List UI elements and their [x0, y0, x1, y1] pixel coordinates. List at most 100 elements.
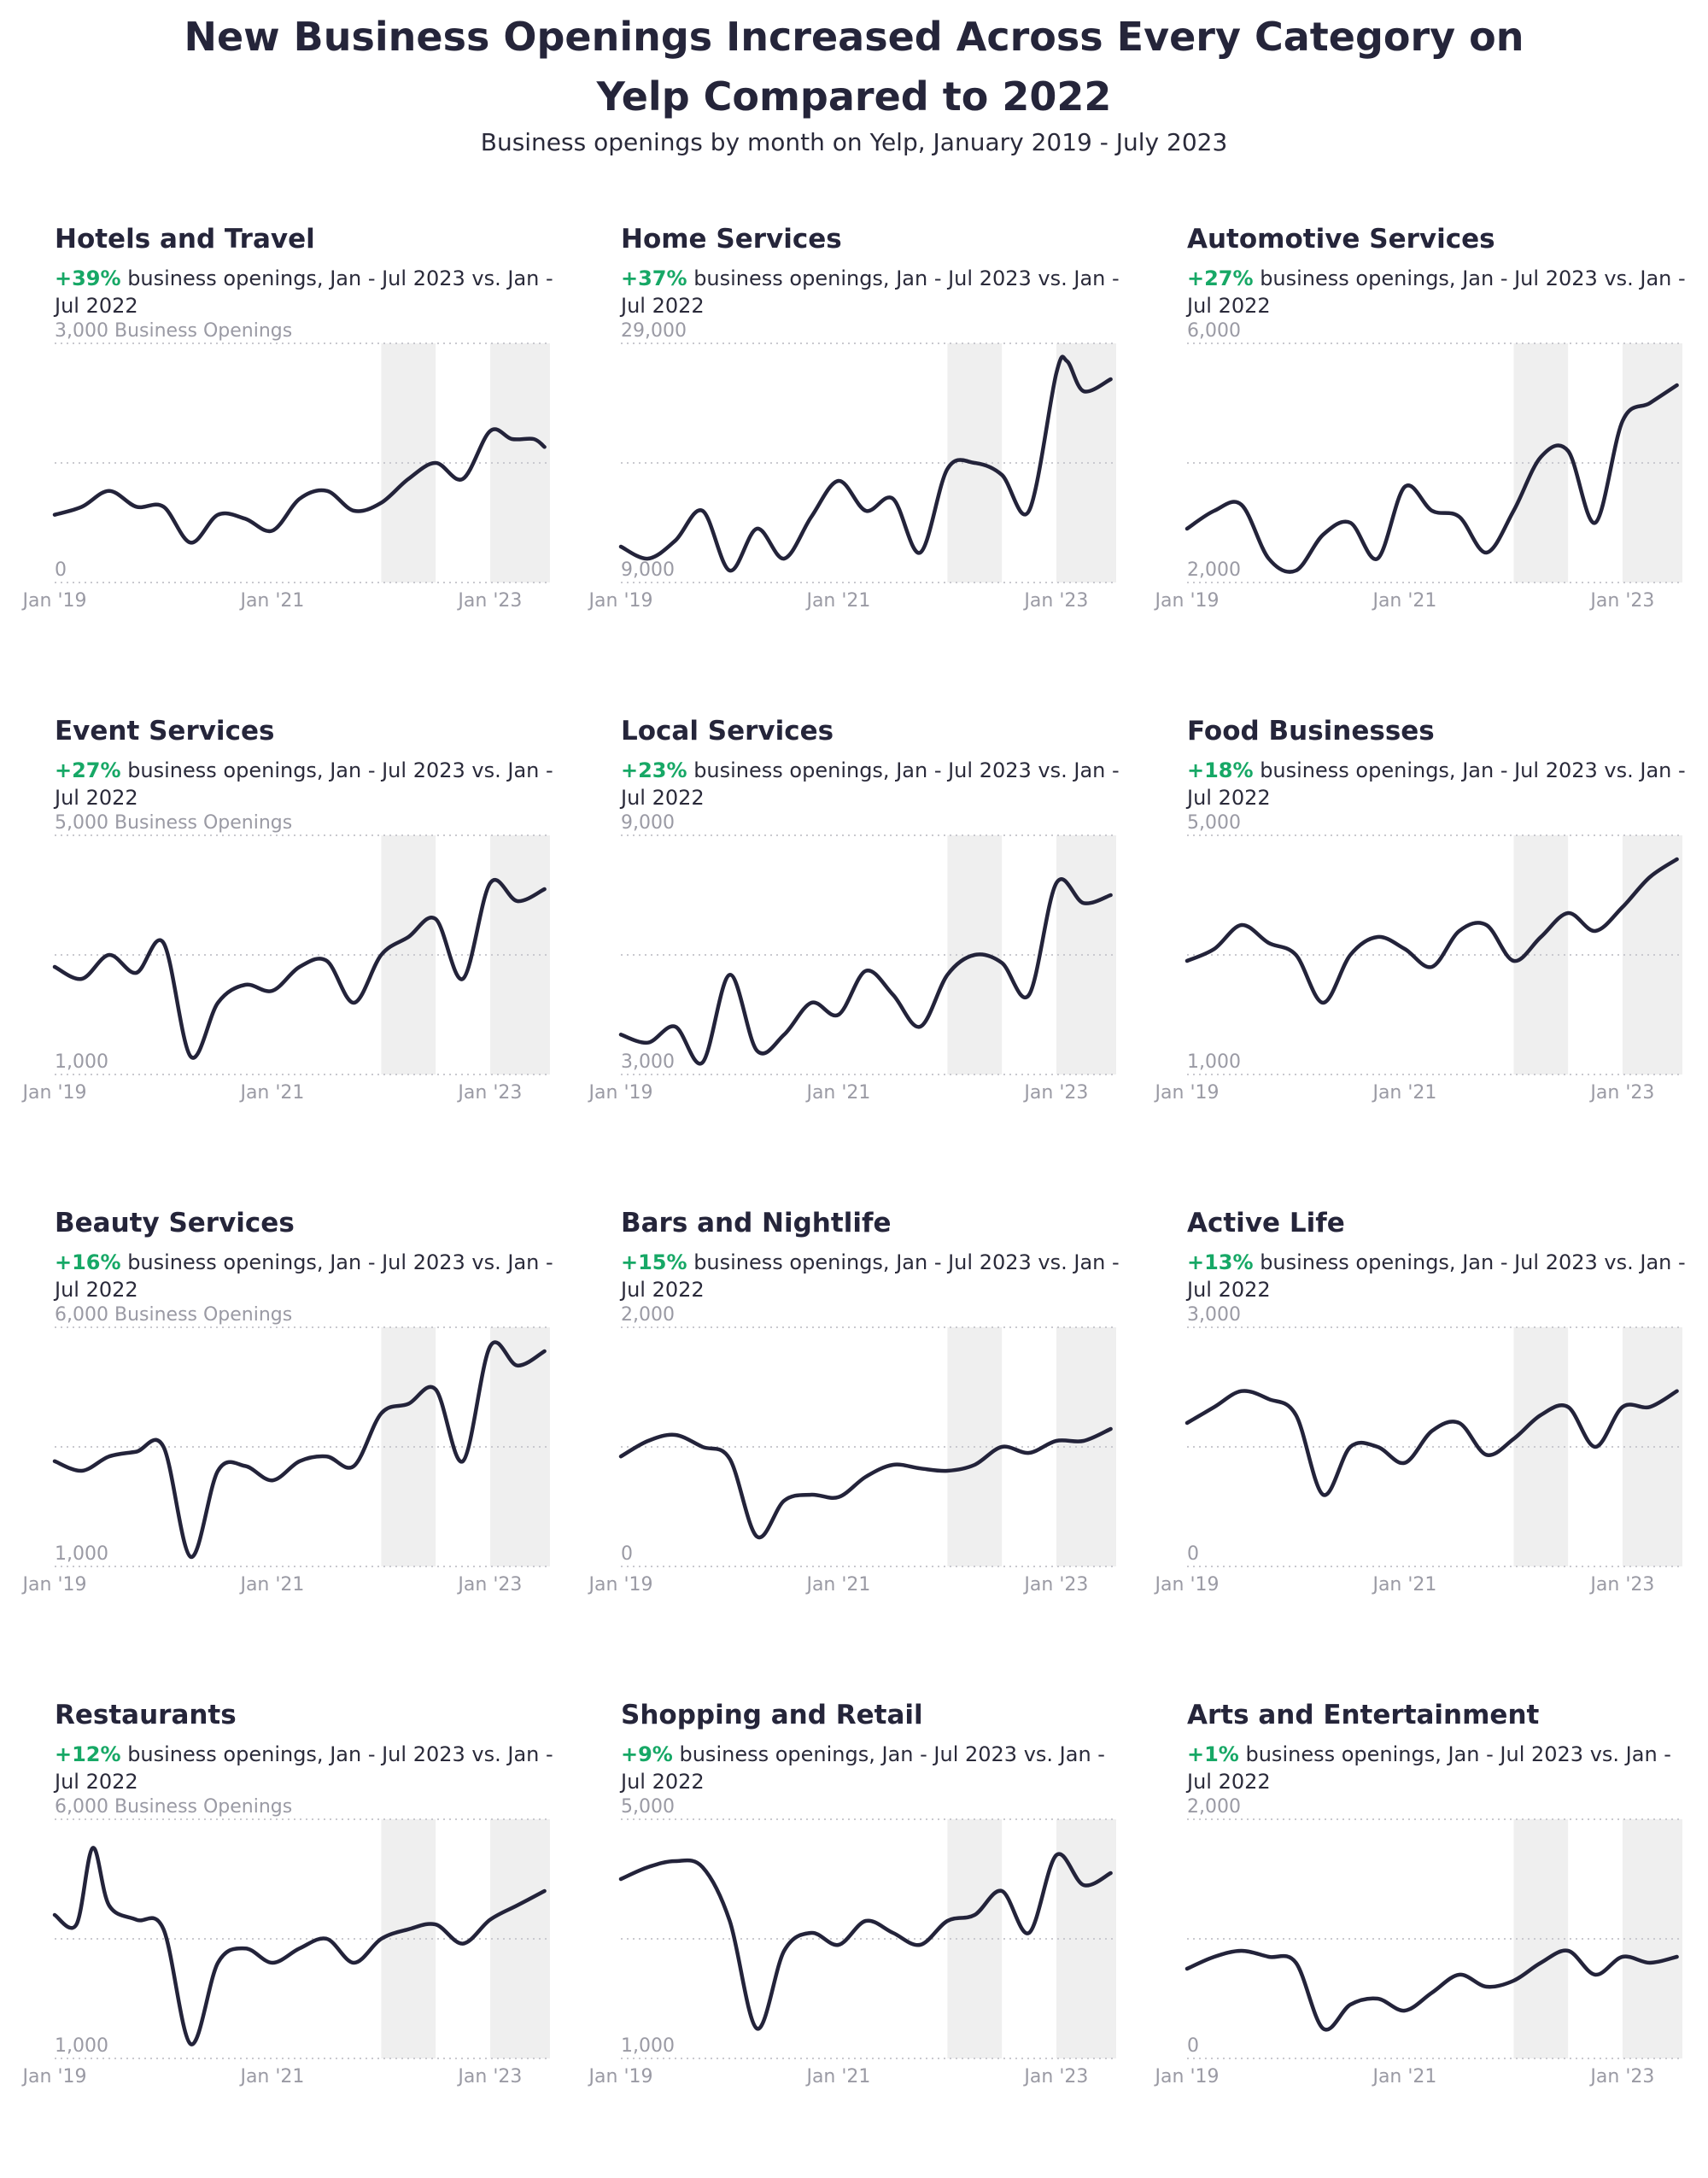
series-line — [1184, 1389, 1679, 1497]
data-point — [782, 557, 786, 560]
data-point — [1566, 1405, 1570, 1408]
x-tick-label: Jan '23 — [1022, 590, 1088, 612]
data-point — [1458, 929, 1461, 933]
description-text: business openings, Jan - Jul 2023 vs. Ja… — [1187, 1250, 1686, 1302]
panel-active-life: Active Life +13% business openings, Jan -… — [1154, 1208, 1699, 1686]
data-point — [379, 953, 383, 957]
data-point — [1348, 1445, 1352, 1449]
data-point — [1267, 557, 1271, 560]
data-point — [243, 517, 247, 520]
data-point — [298, 497, 301, 501]
data-point — [810, 1001, 813, 1004]
panel-title: Shopping and Retail — [621, 1700, 923, 1730]
data-point — [80, 505, 84, 508]
data-point — [1027, 1931, 1031, 1935]
y-tick-label: 5,000 Business Openings — [55, 812, 292, 834]
data-point — [728, 973, 731, 976]
data-point — [1512, 509, 1515, 512]
data-point — [407, 1402, 410, 1406]
data-point — [973, 1463, 976, 1467]
data-point — [810, 515, 813, 518]
page-title: New Business Openings Increased Across E… — [0, 7, 1708, 126]
x-tick-label: Jan '23 — [456, 590, 522, 612]
data-point — [135, 505, 138, 508]
data-point — [755, 1049, 758, 1052]
data-point — [646, 1041, 650, 1045]
data-point — [353, 1464, 356, 1467]
data-point — [782, 1499, 786, 1502]
data-point — [1648, 875, 1652, 879]
data-point — [353, 1961, 356, 1964]
data-point — [1027, 1451, 1031, 1455]
line-chart: 3,000 0 Jan '19 Jan '21 Jan '23 — [1154, 1304, 1682, 1595]
x-tick-label: Jan '19 — [21, 1082, 87, 1104]
data-point — [1109, 893, 1113, 897]
panel-hotels-and-travel: Hotels and Travel +39% business openings,… — [21, 224, 567, 702]
data-point — [1321, 1493, 1325, 1496]
data-point — [53, 1460, 56, 1463]
x-tick-label: Jan '21 — [804, 1574, 870, 1595]
shade-band — [489, 1327, 550, 1566]
description-text: business openings, Jan - Jul 2023 vs. Ja… — [55, 1742, 553, 1794]
panel-beauty-services: Beauty Services +16% business openings, J… — [21, 1208, 567, 1686]
data-point — [892, 1931, 895, 1935]
data-point — [461, 977, 465, 981]
x-tick-label: Jan '19 — [1154, 1082, 1220, 1104]
data-point — [919, 1025, 922, 1028]
data-point — [1082, 389, 1085, 393]
x-tick-label: Jan '23 — [1022, 1082, 1088, 1104]
series-line — [1184, 857, 1679, 1005]
data-point — [434, 1923, 437, 1926]
data-point — [1066, 360, 1069, 363]
data-point — [271, 1478, 274, 1482]
panel-description: +37% business openings, Jan - Jul 2023 v… — [621, 265, 1125, 319]
x-tick-label: Jan '23 — [456, 2066, 522, 2087]
data-point — [1055, 1439, 1058, 1443]
data-point — [1621, 1955, 1624, 1958]
data-point — [1403, 2009, 1407, 2012]
x-tick-label: Jan '21 — [804, 1082, 870, 1104]
y-tick-label: 6,000 — [1187, 320, 1241, 342]
description-text: business openings, Jan - Jul 2023 vs. Ja… — [55, 1250, 553, 1302]
change-percent: +9% — [621, 1742, 673, 1766]
data-point — [728, 1457, 731, 1461]
line-chart: 6,000 2,000 Jan '19 Jan '21 Jan '23 — [1154, 320, 1682, 612]
data-point — [1539, 1961, 1542, 1964]
data-point — [1594, 1973, 1597, 1976]
data-point — [646, 1439, 650, 1443]
data-point — [1240, 923, 1243, 927]
data-point — [782, 1949, 786, 1953]
panel-description: +39% business openings, Jan - Jul 2023 v… — [55, 265, 559, 319]
data-point — [543, 1889, 547, 1893]
data-point — [1430, 1429, 1434, 1432]
data-point — [1109, 1871, 1113, 1875]
data-point — [1294, 569, 1297, 572]
line-chart: 29,000 9,000 Jan '19 Jan '21 Jan '23 — [588, 320, 1116, 612]
shade-band — [1622, 1327, 1682, 1566]
data-point — [379, 501, 383, 505]
data-point — [1621, 905, 1624, 909]
data-point — [135, 971, 138, 975]
data-point — [1648, 1405, 1652, 1408]
panel-title: Hotels and Travel — [55, 224, 315, 255]
series-line — [52, 878, 547, 1060]
data-point — [1185, 527, 1189, 530]
x-tick-label: Jan '21 — [1371, 1082, 1436, 1104]
data-point — [1267, 1955, 1271, 1958]
change-percent: +12% — [55, 1742, 121, 1766]
data-point — [1082, 1883, 1085, 1887]
data-point — [1458, 1421, 1461, 1425]
panel-title: Automotive Services — [1187, 224, 1495, 255]
data-point — [701, 1445, 705, 1449]
data-point — [864, 509, 868, 512]
data-point — [161, 505, 165, 508]
data-point — [74, 1923, 78, 1926]
series-line — [1184, 1948, 1679, 2032]
data-point — [80, 1469, 84, 1472]
data-point — [728, 1919, 731, 1923]
line-chart: 5,000 1,000 Jan '19 Jan '21 Jan '23 — [1154, 812, 1682, 1104]
data-point — [1267, 941, 1271, 945]
x-tick-label: Jan '19 — [588, 590, 653, 612]
data-point — [53, 1913, 56, 1917]
data-point — [434, 461, 437, 465]
